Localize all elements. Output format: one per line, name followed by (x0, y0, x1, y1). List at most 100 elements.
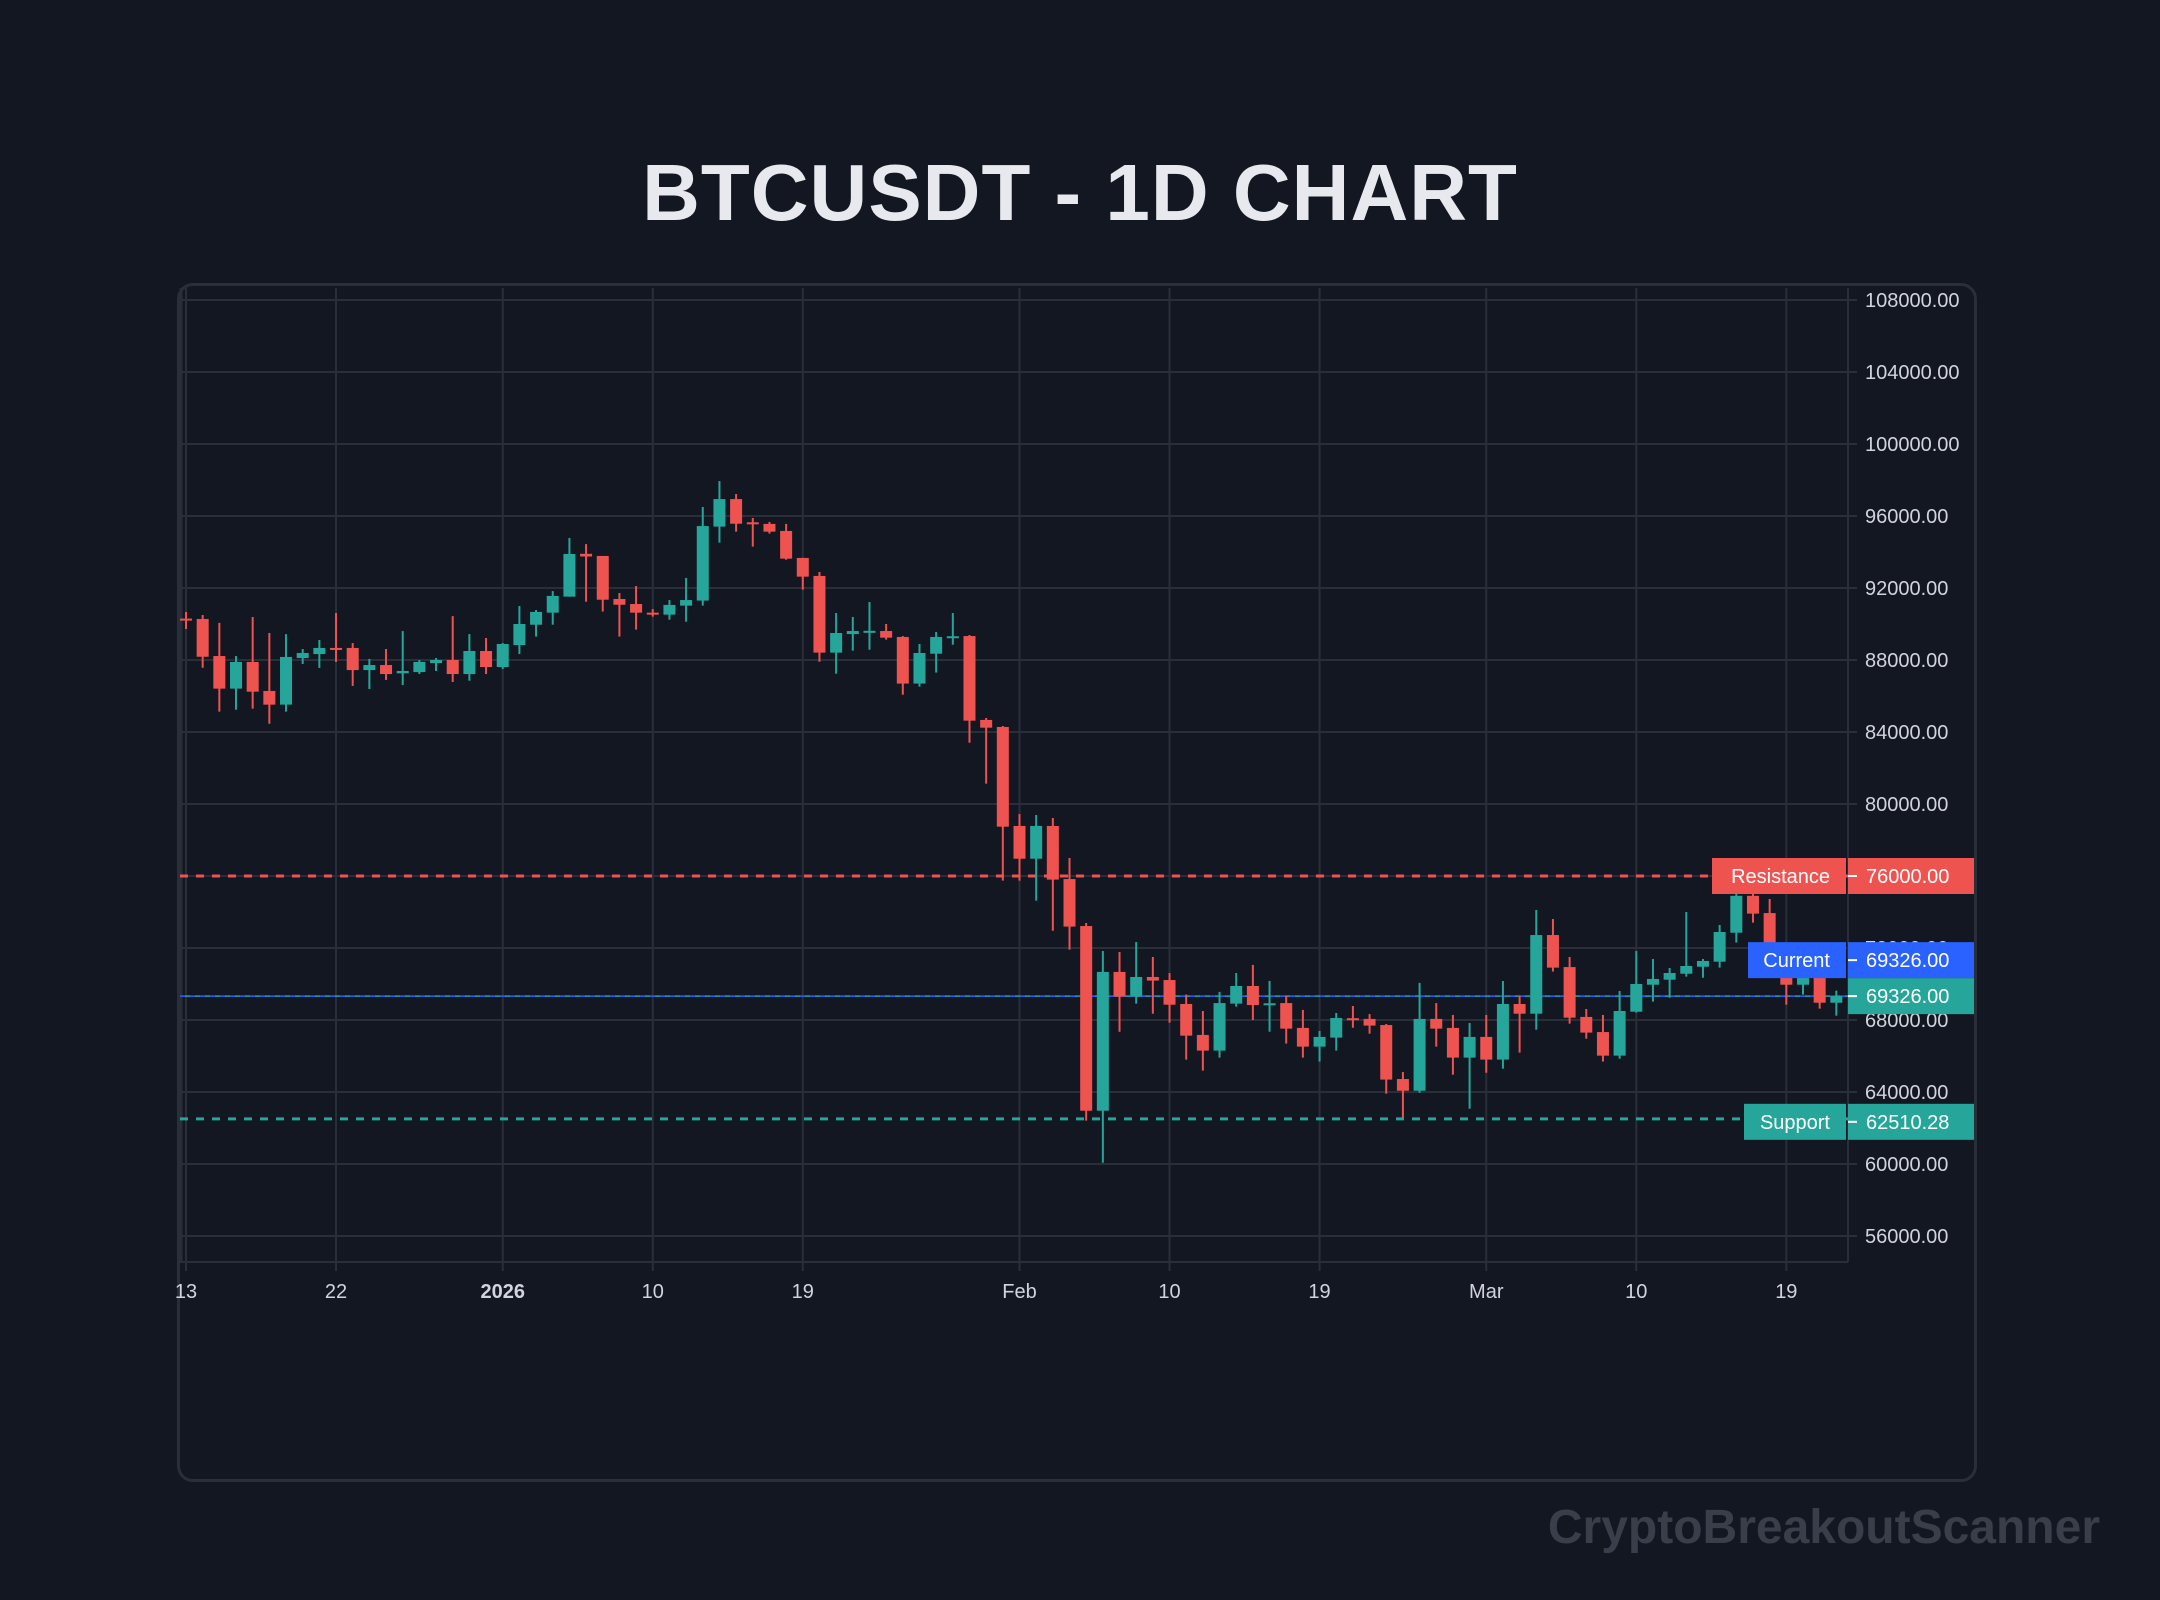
candle-down[interactable] (580, 544, 593, 602)
time-axis[interactable]: 13 22 2026 10 19 Feb 10 19 Mar 10 19 (175, 1281, 1798, 1303)
candle-down[interactable] (630, 586, 643, 630)
candle-body (846, 631, 859, 635)
candle-up[interactable] (1713, 924, 1726, 968)
candle-up[interactable] (1213, 991, 1226, 1058)
candle-up[interactable] (1680, 912, 1693, 977)
candle-down[interactable] (763, 521, 776, 534)
candle-up[interactable] (1096, 951, 1109, 1163)
candle-down[interactable] (1446, 1014, 1459, 1075)
candle-up[interactable] (396, 631, 409, 686)
candle-up[interactable] (1330, 1012, 1343, 1051)
candle-up[interactable] (463, 634, 476, 681)
candle-down[interactable] (330, 613, 343, 662)
candle-up[interactable] (946, 613, 959, 645)
candle-down[interactable] (196, 615, 209, 668)
candle-down[interactable] (1563, 957, 1576, 1024)
candle-up[interactable] (546, 591, 559, 625)
candle-up[interactable] (313, 640, 326, 668)
candle-up[interactable] (530, 609, 543, 637)
candle-up[interactable] (563, 537, 576, 597)
candle-down[interactable] (596, 555, 609, 612)
candle-up[interactable] (1230, 973, 1243, 1007)
candle-up[interactable] (230, 656, 243, 710)
candle-down[interactable] (1580, 1009, 1593, 1039)
candle-up[interactable] (1613, 991, 1626, 1059)
candle-down[interactable] (1396, 1072, 1409, 1118)
candle-down[interactable] (1363, 1014, 1376, 1034)
candle-up[interactable] (280, 634, 293, 712)
candle-up[interactable] (713, 481, 726, 543)
candle-down[interactable] (1180, 994, 1193, 1060)
candle-down[interactable] (1046, 818, 1059, 931)
candle-up[interactable] (1646, 958, 1659, 1002)
candle-down[interactable] (963, 634, 976, 743)
candle-down[interactable] (263, 633, 276, 724)
candle-up[interactable] (1413, 982, 1426, 1093)
candle-up[interactable] (513, 606, 526, 655)
candle-up[interactable] (863, 602, 876, 650)
candle-down[interactable] (1546, 919, 1559, 972)
candle-down[interactable] (1063, 858, 1076, 950)
candle-up[interactable] (1830, 990, 1843, 1016)
candle-up[interactable] (1696, 958, 1709, 978)
candle-down[interactable] (446, 616, 459, 682)
candle-down[interactable] (1013, 814, 1026, 881)
candle-down[interactable] (180, 611, 192, 630)
candle-up[interactable] (413, 660, 426, 675)
candle-down[interactable] (646, 609, 659, 617)
candle-up[interactable] (913, 643, 926, 687)
candle-up[interactable] (696, 507, 709, 606)
candle-down[interactable] (1430, 1003, 1443, 1047)
candle-up[interactable] (1530, 910, 1543, 1030)
candle-down[interactable] (796, 557, 809, 590)
candle-down[interactable] (1146, 957, 1159, 1014)
candle-down[interactable] (1480, 1014, 1493, 1073)
candle-up[interactable] (1130, 942, 1143, 1004)
candle-down[interactable] (1346, 1005, 1359, 1028)
candle-down[interactable] (246, 616, 259, 709)
candle-down[interactable] (1113, 951, 1126, 1032)
candle-up[interactable] (1313, 1030, 1326, 1062)
candle-down[interactable] (980, 717, 993, 784)
candle-down[interactable] (1246, 964, 1259, 1020)
candle-down[interactable] (1280, 995, 1293, 1044)
candle-up[interactable] (1663, 967, 1676, 998)
candle-up[interactable] (830, 613, 843, 674)
candle-down[interactable] (996, 726, 1009, 881)
candle-down[interactable] (480, 638, 493, 675)
candle-up[interactable] (846, 616, 859, 651)
candle-down[interactable] (1380, 1023, 1393, 1094)
candle-down[interactable] (213, 622, 226, 712)
candle-down[interactable] (730, 494, 743, 532)
candle-down[interactable] (380, 649, 393, 680)
candle-up[interactable] (1030, 814, 1043, 901)
candle-down[interactable] (1513, 995, 1526, 1053)
candle-down[interactable] (1163, 973, 1176, 1023)
candle-down[interactable] (346, 643, 359, 686)
candle-down[interactable] (780, 523, 793, 560)
candle-down[interactable] (1196, 1011, 1209, 1071)
candle-down[interactable] (1296, 1009, 1309, 1058)
candle-up[interactable] (496, 643, 509, 669)
candle-down[interactable] (613, 593, 626, 637)
candle-up[interactable] (680, 577, 693, 622)
candle-up[interactable] (363, 658, 376, 689)
candle-down[interactable] (880, 624, 893, 640)
candle-down[interactable] (896, 636, 909, 695)
candle-up[interactable] (1463, 1023, 1476, 1109)
candle-up[interactable] (430, 658, 443, 671)
candle-up[interactable] (1496, 980, 1509, 1069)
candle-up[interactable] (1630, 951, 1643, 1013)
candle-up[interactable] (1263, 980, 1276, 1032)
candle-body (1730, 895, 1743, 933)
time-tick-label: 13 (175, 1281, 197, 1303)
candle-up[interactable] (930, 631, 943, 673)
candle-down[interactable] (746, 517, 759, 547)
candle-down[interactable] (813, 571, 826, 662)
candle-up[interactable] (296, 649, 309, 664)
candle-down[interactable] (1596, 1014, 1609, 1062)
candle-up[interactable] (663, 600, 676, 620)
candle-down[interactable] (1080, 922, 1093, 1121)
candle-up[interactable] (1730, 885, 1743, 943)
